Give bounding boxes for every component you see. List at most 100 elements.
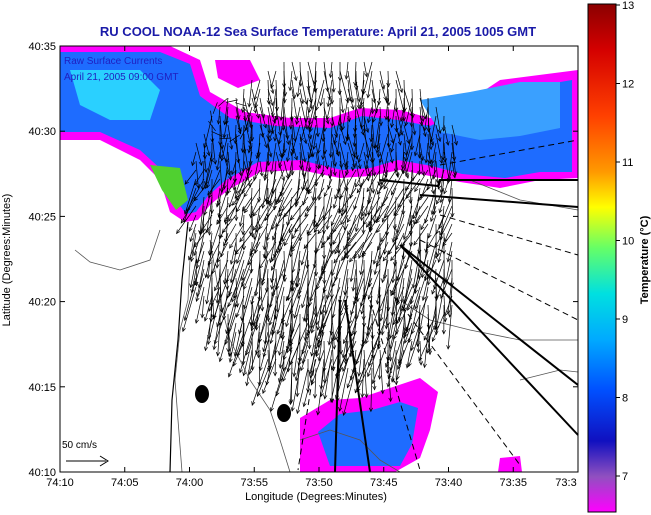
current-vector bbox=[368, 205, 381, 226]
current-vector-head bbox=[184, 180, 189, 185]
current-vector-head bbox=[227, 352, 232, 358]
current-vector bbox=[334, 115, 341, 145]
current-vector bbox=[315, 151, 320, 170]
current-vector-head bbox=[453, 141, 458, 146]
current-vector-head bbox=[422, 363, 427, 369]
current-vector bbox=[341, 241, 357, 261]
current-vector bbox=[439, 205, 453, 236]
current-vector bbox=[208, 286, 221, 312]
current-vector-head bbox=[311, 196, 316, 201]
current-vector bbox=[349, 241, 365, 263]
current-vector bbox=[236, 313, 253, 357]
current-vector bbox=[203, 151, 207, 173]
colorbar-tick-label: 9 bbox=[622, 314, 628, 326]
current-vector bbox=[402, 142, 413, 174]
current-vector-head bbox=[315, 132, 320, 138]
current-vector-head bbox=[324, 165, 329, 170]
current-vector bbox=[299, 88, 304, 104]
current-vector-head bbox=[358, 254, 363, 259]
current-vector bbox=[293, 331, 301, 377]
current-vector bbox=[444, 223, 453, 242]
current-vector bbox=[326, 214, 341, 241]
current-vector-head bbox=[220, 156, 225, 162]
current-vector bbox=[367, 304, 373, 331]
current-vector bbox=[343, 313, 357, 344]
current-vector bbox=[251, 88, 260, 119]
current-vector bbox=[436, 277, 445, 298]
current-vector bbox=[403, 304, 406, 331]
current-vector bbox=[379, 70, 385, 90]
current-vector bbox=[227, 151, 231, 181]
current-vector bbox=[377, 277, 381, 304]
current-vector-head bbox=[210, 138, 215, 143]
current-vector bbox=[239, 205, 245, 227]
current-vector bbox=[226, 142, 229, 162]
current-vector-head bbox=[394, 380, 399, 386]
current-vector bbox=[230, 250, 237, 283]
current-vector-head bbox=[180, 218, 185, 224]
current-vector bbox=[323, 151, 328, 170]
current-vector bbox=[292, 241, 301, 273]
current-vector-head bbox=[359, 216, 364, 222]
current-vector bbox=[307, 133, 314, 157]
current-vector bbox=[228, 286, 237, 307]
current-vector bbox=[361, 97, 365, 129]
current-vector bbox=[285, 268, 301, 301]
current-vector bbox=[201, 295, 205, 318]
current-vector-head bbox=[387, 374, 392, 380]
current-vector-head bbox=[388, 334, 394, 339]
current-vector bbox=[236, 295, 245, 318]
current-vector bbox=[308, 97, 317, 125]
current-vector bbox=[297, 79, 301, 97]
current-vector bbox=[275, 106, 281, 136]
current-vector-head bbox=[427, 350, 432, 356]
current-vector-head bbox=[402, 169, 407, 175]
current-vector-head bbox=[302, 317, 307, 322]
current-vector bbox=[184, 277, 197, 321]
sst-cyan-patch bbox=[70, 70, 160, 120]
current-vector-head bbox=[427, 233, 432, 239]
current-vector-head bbox=[282, 377, 287, 382]
current-vector bbox=[272, 160, 277, 194]
current-vector-head bbox=[340, 220, 345, 226]
current-vector bbox=[267, 115, 271, 134]
current-vector bbox=[239, 331, 253, 373]
current-vector-head bbox=[303, 139, 308, 145]
current-vector bbox=[320, 268, 341, 315]
current-vector-head bbox=[442, 280, 447, 286]
current-vector-head bbox=[397, 141, 402, 146]
current-vector bbox=[401, 214, 421, 247]
current-vector bbox=[451, 124, 458, 146]
current-vector-head bbox=[315, 247, 320, 253]
current-vector bbox=[243, 142, 249, 172]
current-vector bbox=[313, 205, 333, 233]
current-vector bbox=[365, 304, 381, 344]
current-vector bbox=[366, 169, 381, 192]
current-vector-head bbox=[380, 237, 385, 243]
colorbar-tick-label: 8 bbox=[622, 393, 628, 405]
current-vector bbox=[400, 277, 413, 311]
current-vector bbox=[235, 142, 242, 176]
current-vector bbox=[274, 124, 277, 141]
current-vector-head bbox=[225, 278, 230, 284]
current-vector bbox=[356, 358, 373, 392]
current-vector-head bbox=[320, 243, 325, 249]
current-vector-head bbox=[420, 273, 425, 279]
current-vector-head bbox=[234, 216, 239, 222]
current-vector-head bbox=[277, 378, 282, 383]
colorbar-label: Temperature (°C) bbox=[639, 215, 651, 304]
current-vector bbox=[235, 97, 240, 120]
current-vector bbox=[291, 79, 295, 99]
current-vector-head bbox=[334, 335, 338, 341]
current-vector bbox=[290, 196, 309, 221]
current-vector-head bbox=[396, 276, 401, 282]
current-vector-head bbox=[331, 88, 336, 93]
current-vector-head bbox=[317, 163, 322, 169]
current-vector bbox=[234, 268, 245, 298]
current-vector bbox=[301, 241, 309, 265]
current-vector-head bbox=[304, 125, 309, 130]
current-vector bbox=[323, 70, 331, 100]
current-vector bbox=[266, 268, 269, 292]
current-vector-head bbox=[301, 172, 306, 178]
colorbar bbox=[587, 3, 617, 513]
